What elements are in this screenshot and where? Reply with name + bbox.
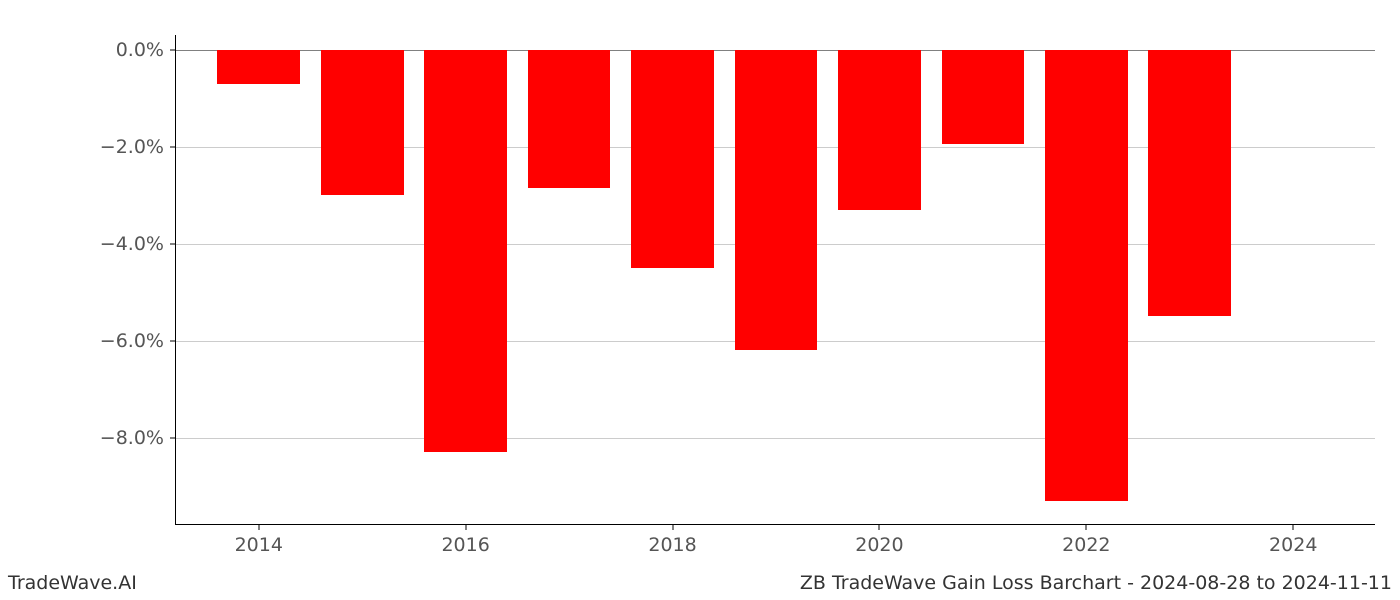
bar [424, 50, 507, 453]
ytick-label: −8.0% [100, 427, 176, 449]
bar [321, 50, 404, 196]
xtick-label: 2020 [855, 524, 903, 556]
ytick-label: 0.0% [116, 39, 176, 61]
ytick-label: −4.0% [100, 233, 176, 255]
gridline [176, 438, 1375, 439]
xtick-label: 2018 [648, 524, 696, 556]
xtick-label: 2022 [1062, 524, 1110, 556]
bar [942, 50, 1025, 145]
xtick-label: 2024 [1269, 524, 1317, 556]
xtick-label: 2014 [235, 524, 283, 556]
plot-area: 0.0%−2.0%−4.0%−6.0%−8.0%2014201620182020… [175, 35, 1375, 525]
bar [631, 50, 714, 268]
bar [528, 50, 611, 188]
bar [838, 50, 921, 210]
bar [1148, 50, 1231, 317]
footer-right: ZB TradeWave Gain Loss Barchart - 2024-0… [800, 572, 1392, 594]
ytick-label: −6.0% [100, 330, 176, 352]
bar [217, 50, 300, 84]
footer-left: TradeWave.AI [8, 572, 137, 594]
xtick-label: 2016 [441, 524, 489, 556]
bar [1045, 50, 1128, 501]
ytick-label: −2.0% [100, 136, 176, 158]
chart-container: 0.0% −2.0% −4.0% −6.0% −8.0% 2014 2016 2018 2020… [0, 0, 1400, 600]
bar [735, 50, 818, 351]
